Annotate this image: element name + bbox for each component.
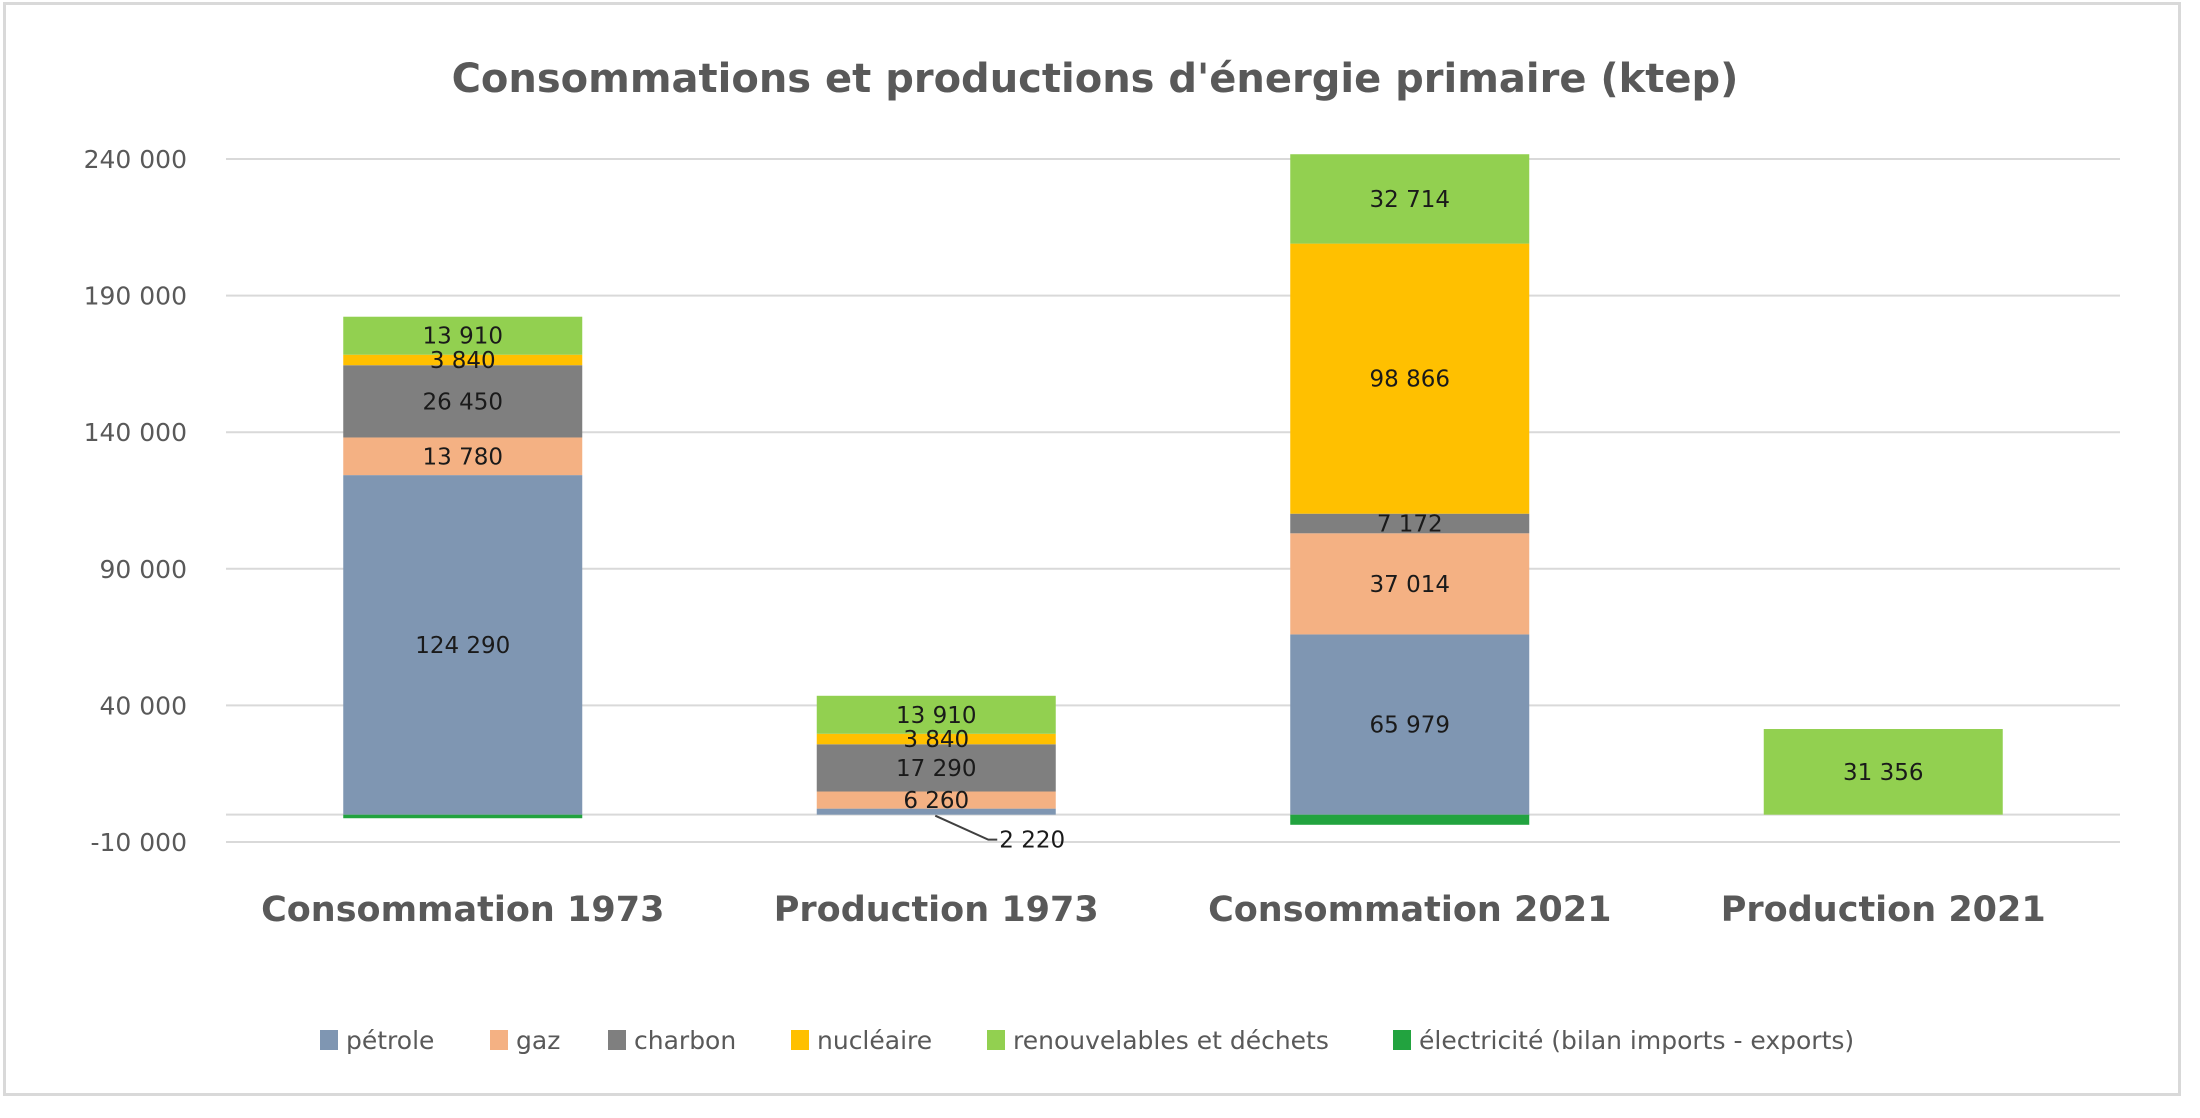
x-tick-label: Production 2021 xyxy=(1721,890,2046,930)
bar-segment-5 xyxy=(1290,814,1530,825)
legend-swatch xyxy=(791,1030,809,1050)
legend-swatch xyxy=(320,1030,338,1050)
data-label: 98 866 xyxy=(1370,367,1450,393)
bar-segment-3 xyxy=(343,354,583,366)
bar-segment-3 xyxy=(1290,243,1530,514)
y-axis-labels: -10 000 40 000 90 000 140 000 190 000 240 000 xyxy=(84,145,187,857)
data-label: 124 290 xyxy=(415,633,510,659)
y-tick-label: -10 000 xyxy=(91,828,188,857)
data-label: 31 356 xyxy=(1843,760,1923,786)
data-label: 13 910 xyxy=(896,703,976,729)
bar-segment-4 xyxy=(343,316,583,355)
legend-label: gaz xyxy=(516,1026,560,1055)
callout-leader-line xyxy=(934,814,998,841)
legend-label: pétrole xyxy=(346,1026,434,1055)
bar-segment-0 xyxy=(816,808,1056,815)
y-tick-label: 190 000 xyxy=(84,282,187,311)
y-tick-label: 140 000 xyxy=(84,418,187,447)
legend-label: charbon xyxy=(634,1026,736,1055)
legend-item: renouvelables et déchets xyxy=(987,1026,1329,1055)
bar-segment-4 xyxy=(816,695,1056,734)
data-label: 17 290 xyxy=(896,756,976,782)
bar-segment-5 xyxy=(343,814,583,819)
data-label: 65 979 xyxy=(1370,713,1450,739)
bar-segment-2 xyxy=(343,365,583,438)
bar-segment-2 xyxy=(816,744,1056,792)
legend-item: pétrole xyxy=(320,1026,434,1055)
legend-swatch xyxy=(608,1030,626,1050)
legend-label: électricité (bilan imports - exports) xyxy=(1419,1026,1854,1055)
legend-label: nucléaire xyxy=(817,1026,932,1055)
legend-swatch xyxy=(490,1030,508,1050)
bar-segment-0 xyxy=(343,475,583,815)
bar-segment-3 xyxy=(816,733,1056,745)
bar-segment-1 xyxy=(1290,533,1530,635)
data-label: 37 014 xyxy=(1370,572,1450,598)
bar-segment-1 xyxy=(343,437,583,476)
data-label: 3 840 xyxy=(430,348,496,374)
y-tick-label: 90 000 xyxy=(100,555,187,584)
legend-label: renouvelables et déchets xyxy=(1013,1026,1329,1055)
bar-segment-4 xyxy=(1763,729,2003,815)
data-label: 13 910 xyxy=(423,324,503,350)
x-axis-labels: Consommation 1973 Production 1973 Consomma… xyxy=(261,890,2046,930)
x-tick-label: Production 1973 xyxy=(774,890,1099,930)
bar-segment-1 xyxy=(816,791,1056,809)
data-label: 26 450 xyxy=(423,389,503,415)
data-label: 7 172 xyxy=(1377,512,1443,538)
data-label: 32 714 xyxy=(1370,187,1450,213)
data-label: 13 780 xyxy=(423,444,503,470)
bar-segment-2 xyxy=(1290,513,1530,534)
legend-item: charbon xyxy=(608,1026,736,1055)
bar-segment-0 xyxy=(1290,634,1530,815)
legend-item: électricité (bilan imports - exports) xyxy=(1393,1026,1854,1055)
y-tick-label: 40 000 xyxy=(100,691,187,720)
x-tick-label: Consommation 2021 xyxy=(1208,890,1611,930)
data-label: 3 840 xyxy=(903,727,969,753)
legend-item: nucléaire xyxy=(791,1026,932,1055)
chart-title: Consommations et productions d'énergie p… xyxy=(452,56,1739,102)
data-label: 6 260 xyxy=(903,788,969,814)
legend: pétrole gaz charbon nucléaire renouvelables … xyxy=(320,1026,1854,1055)
bar-segment-4 xyxy=(1290,154,1530,244)
legend-item: gaz xyxy=(490,1026,560,1055)
callout-label: 2 220 xyxy=(999,828,1065,854)
bars xyxy=(343,154,2003,825)
x-tick-label: Consommation 1973 xyxy=(261,890,664,930)
legend-swatch xyxy=(987,1030,1005,1050)
legend-swatch xyxy=(1393,1030,1411,1050)
y-tick-label: 240 000 xyxy=(84,145,187,174)
